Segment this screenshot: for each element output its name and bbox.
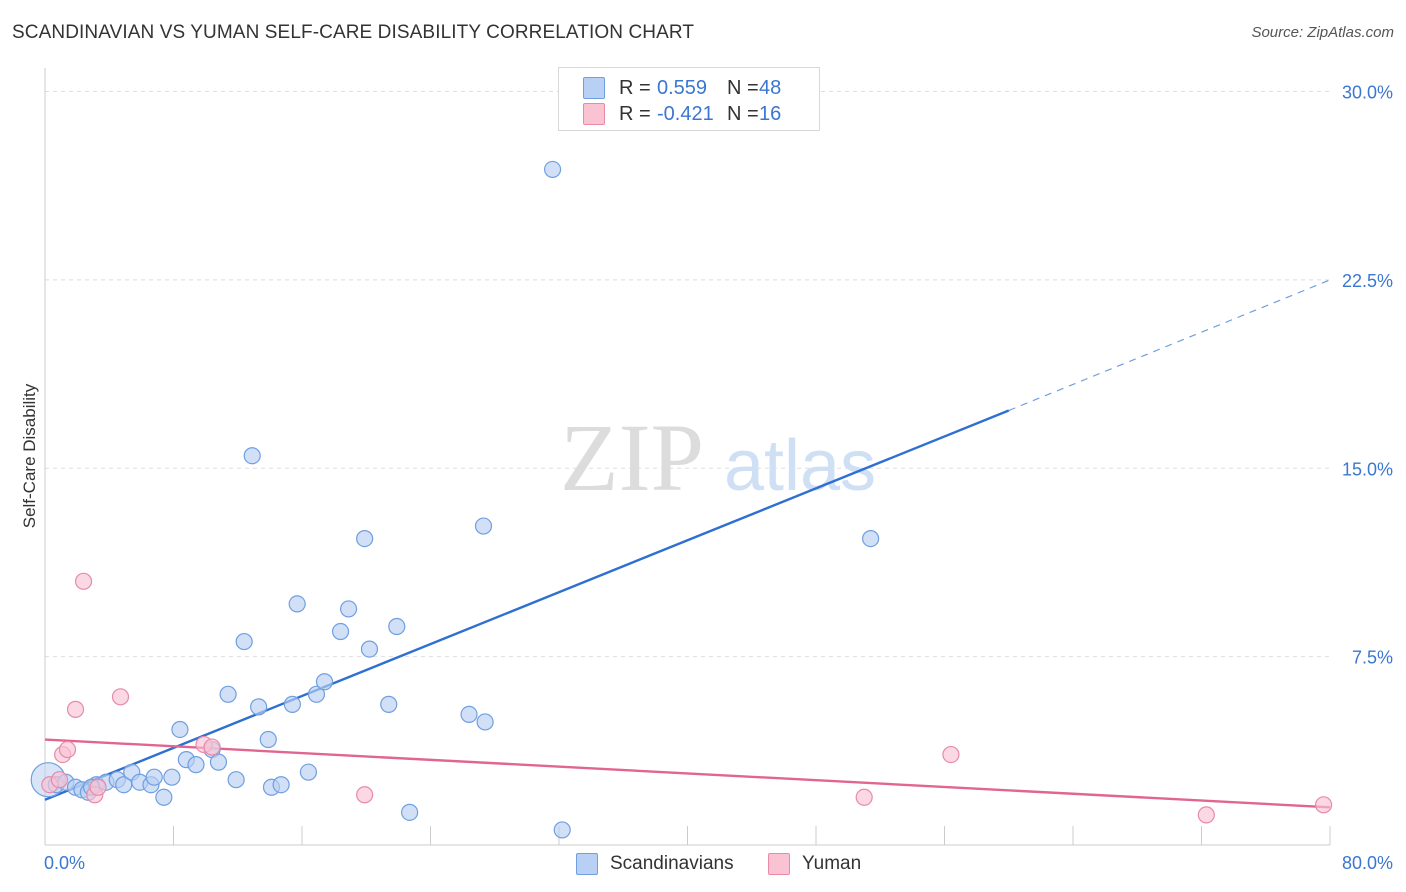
scandinavian-point [339, 600, 358, 618]
yuman-point [111, 688, 130, 706]
legend-swatch-yuman [583, 103, 605, 125]
yuman-point [1314, 796, 1333, 814]
scandinavian-point [259, 730, 277, 749]
legend-item-yuman[interactable]: Yuman [768, 853, 861, 875]
grid-lines [45, 91, 1330, 658]
chart-title: SCANDINAVIAN VS YUMAN SELF-CARE DISABILI… [12, 22, 695, 43]
scandinavian-point [272, 776, 290, 794]
yuman-point [942, 745, 960, 764]
y-tick-label: 7.5% [1352, 648, 1393, 668]
scandinavian-point [474, 517, 493, 535]
scandinavian-point [187, 756, 205, 774]
legend-r-value: -0.421 [657, 102, 714, 125]
yuman-point [1197, 806, 1215, 824]
scandinavian-point [380, 695, 398, 713]
legend-swatch-yuman [768, 853, 790, 875]
y-tick-label: 22.5% [1342, 271, 1393, 291]
legend-n-value: 48 [759, 76, 782, 99]
scandinavian-point [360, 640, 379, 658]
scandinavian-point [543, 160, 562, 179]
tick-labels: 7.5% 15.0% 22.5% 30.0% 0.0% 80.0% [44, 83, 1393, 873]
scandinavian-trendline-extension [1008, 279, 1331, 412]
yuman-point [356, 786, 374, 804]
scandinavian-point [171, 720, 189, 739]
legend-row-scandinavians: R = 0.559 N = 48 [583, 77, 781, 99]
trendlines [44, 279, 1331, 809]
scandinavian-point [299, 763, 318, 781]
scandinavian-point [235, 632, 253, 651]
legend-swatch-scandinavians [576, 853, 598, 875]
watermark-zip: ZIP [560, 404, 704, 511]
scandinavian-point [460, 705, 478, 724]
scandinavian-point [315, 673, 334, 691]
watermark-atlas: atlas [724, 426, 876, 506]
yuman-point [58, 740, 77, 759]
legend-swatch-scandinavians [583, 77, 605, 99]
legend-row-yuman: R = -0.421 N = 16 [583, 103, 781, 125]
scandinavian-point [553, 821, 571, 839]
y-tick-label: 30.0% [1342, 83, 1393, 103]
legend-r-label: R = [619, 76, 651, 99]
scandinavian-trendline [44, 409, 1010, 801]
yuman-point [74, 572, 93, 590]
yuman-point [50, 771, 69, 789]
scandinavian-point [219, 685, 237, 703]
y-axis-label: Self-Care Disability [20, 383, 39, 529]
scandinavian-point [288, 595, 306, 613]
scandinavian-point [155, 788, 173, 806]
yuman-trendline [44, 738, 1331, 809]
correlation-legend: R = 0.559 N = 48 R = -0.421 N = 16 [558, 67, 820, 131]
scandinavian-point [209, 753, 228, 771]
yuman-point [66, 700, 85, 718]
legend-label-scandinavians: Scandinavians [610, 853, 734, 874]
legend-label-yuman: Yuman [802, 853, 862, 874]
scandinavian-point [243, 447, 261, 465]
legend-n-label: N = [727, 102, 759, 125]
legend-item-scandinavians[interactable]: Scandinavians [576, 853, 734, 875]
x-tick-label: 80.0% [1342, 853, 1393, 873]
scandinavian-point [388, 617, 406, 636]
yuman-point [89, 778, 107, 796]
x-tick-label: 0.0% [44, 853, 85, 873]
watermark: ZIP atlas [560, 404, 876, 511]
data-points [30, 160, 1333, 839]
scandinavian-point [401, 803, 419, 821]
legend-r-value: 0.559 [657, 76, 708, 99]
yuman-point [203, 738, 221, 756]
legend-r-label: R = [619, 102, 651, 125]
scandinavian-point [307, 685, 326, 703]
scandinavian-point [476, 713, 494, 731]
y-tick-label: 15.0% [1342, 459, 1393, 479]
scandinavian-point [250, 698, 268, 716]
scandinavian-point [227, 771, 245, 789]
legend-n-value: 16 [759, 102, 782, 125]
scandinavian-point [331, 622, 350, 641]
scandinavian-point [356, 529, 374, 548]
axes [44, 68, 1331, 846]
scandinavian-point [862, 529, 880, 548]
legend-n-label: N = [727, 76, 759, 99]
scandinavian-point [145, 768, 163, 786]
scandinavian-point [163, 768, 181, 786]
source-label: Source: ZipAtlas.com [1251, 24, 1394, 41]
yuman-point [855, 788, 873, 806]
scandinavian-point [283, 695, 301, 713]
